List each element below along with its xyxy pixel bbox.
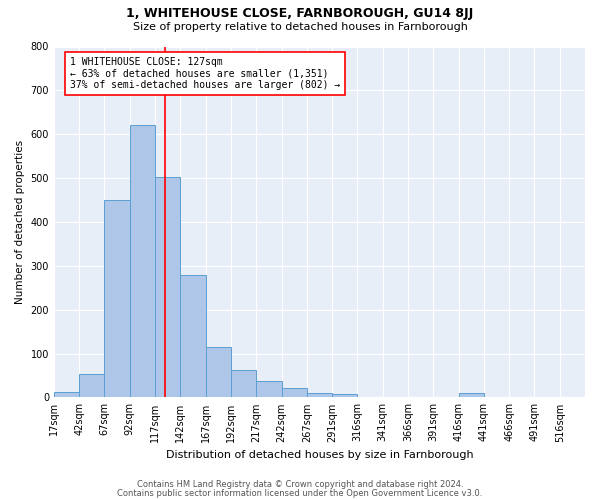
X-axis label: Distribution of detached houses by size in Farnborough: Distribution of detached houses by size … (166, 450, 473, 460)
Bar (104, 200, 130, 398)
Bar (79, 374, 104, 398)
Bar (54, 392, 79, 398)
Bar (458, 393, 484, 398)
Bar (307, 393, 332, 398)
Bar (281, 388, 307, 398)
Bar (130, 124, 155, 398)
Bar (332, 394, 358, 398)
Y-axis label: Number of detached properties: Number of detached properties (15, 140, 25, 304)
Bar (256, 381, 281, 398)
Text: Contains public sector information licensed under the Open Government Licence v3: Contains public sector information licen… (118, 488, 482, 498)
Bar (206, 346, 231, 398)
Text: Contains HM Land Registry data © Crown copyright and database right 2024.: Contains HM Land Registry data © Crown c… (137, 480, 463, 489)
Text: 1, WHITEHOUSE CLOSE, FARNBOROUGH, GU14 8JJ: 1, WHITEHOUSE CLOSE, FARNBOROUGH, GU14 8… (127, 8, 473, 20)
Bar (155, 177, 181, 398)
Text: Size of property relative to detached houses in Farnborough: Size of property relative to detached ho… (133, 22, 467, 32)
Text: 1 WHITEHOUSE CLOSE: 127sqm
← 63% of detached houses are smaller (1,351)
37% of s: 1 WHITEHOUSE CLOSE: 127sqm ← 63% of deta… (70, 57, 340, 90)
Bar (231, 370, 256, 398)
Bar (181, 274, 206, 398)
